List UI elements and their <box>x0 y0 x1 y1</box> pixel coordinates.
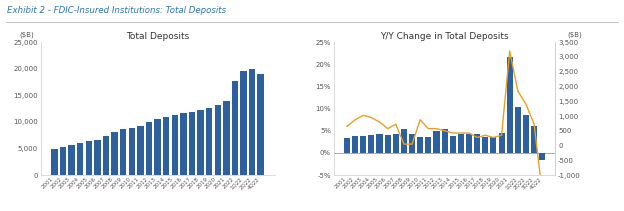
Bar <box>232 81 238 175</box>
Bar <box>129 128 135 175</box>
Bar <box>180 114 187 175</box>
Bar <box>69 145 75 175</box>
Bar <box>111 131 118 175</box>
Bar <box>360 136 366 153</box>
Title: Y/Y Change in Total Deposits: Y/Y Change in Total Deposits <box>380 32 509 41</box>
Bar <box>466 134 472 153</box>
Bar <box>206 108 212 175</box>
Bar <box>499 133 505 153</box>
Bar <box>409 134 415 153</box>
Bar <box>523 115 529 153</box>
Bar <box>426 137 431 153</box>
Bar <box>474 134 480 153</box>
Bar <box>163 117 169 175</box>
Bar <box>85 141 92 175</box>
Bar <box>154 119 161 175</box>
Bar <box>258 74 264 175</box>
Text: ($B): ($B) <box>567 32 582 38</box>
Bar <box>352 135 358 153</box>
Bar <box>401 129 407 153</box>
Title: Total Deposits: Total Deposits <box>126 32 189 41</box>
Bar <box>515 107 521 153</box>
Bar <box>51 149 57 175</box>
Bar <box>146 122 152 175</box>
Bar <box>458 134 464 153</box>
Bar <box>344 138 350 153</box>
Bar <box>197 110 204 175</box>
Text: Exhibit 2 - FDIC-Insured Institutions: Total Deposits: Exhibit 2 - FDIC-Insured Institutions: T… <box>7 6 227 15</box>
Bar <box>507 57 513 153</box>
Bar <box>442 129 447 153</box>
Bar <box>223 101 230 175</box>
Bar <box>376 134 383 153</box>
Bar <box>240 71 246 175</box>
Bar <box>249 69 255 175</box>
Bar <box>434 131 439 153</box>
Bar <box>215 106 221 175</box>
Bar <box>60 147 66 175</box>
Bar <box>120 129 127 175</box>
Bar <box>490 137 497 153</box>
Bar <box>188 112 195 175</box>
Bar <box>384 135 391 153</box>
Bar <box>103 136 109 175</box>
Bar <box>172 115 178 175</box>
Bar <box>392 134 399 153</box>
Bar <box>94 139 100 175</box>
Bar <box>417 137 423 153</box>
Bar <box>539 153 545 160</box>
Bar <box>77 143 84 175</box>
Bar <box>450 136 456 153</box>
Bar <box>137 126 144 175</box>
Text: ($B): ($B) <box>19 32 34 38</box>
Bar <box>482 137 489 153</box>
Bar <box>531 126 537 153</box>
Bar <box>368 135 374 153</box>
